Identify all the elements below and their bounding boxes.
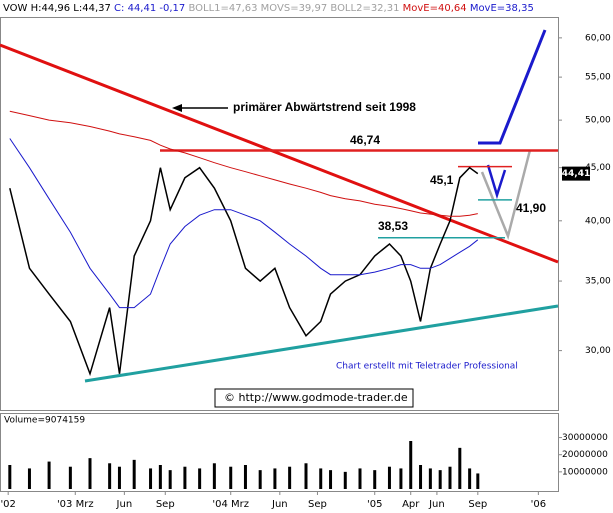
level-label: 46,74 — [350, 133, 380, 147]
header-part: BOLL1=47,63 MOVS=39,97 BOLL2=32,31 — [188, 3, 402, 14]
x-tick-label: Jun — [116, 499, 133, 510]
alt-projection — [480, 149, 532, 240]
volume-bar — [358, 468, 362, 489]
x-tick-label: Apr — [402, 499, 420, 510]
volume-bar — [27, 468, 31, 489]
volume-bar — [304, 463, 308, 489]
url: © http://www.godmode-trader.de — [224, 391, 408, 404]
y-tick-label: 30,00 — [585, 346, 611, 356]
volume-bar — [183, 466, 187, 489]
y-tick-label: 10000000 — [562, 467, 608, 477]
volume-bar — [399, 468, 403, 489]
x-tick-label: '04 Mrz — [212, 499, 249, 510]
x-tick-label: Jun — [428, 499, 445, 510]
volume-bar — [117, 466, 121, 489]
volume-bar — [47, 461, 51, 489]
volume-bar — [168, 470, 172, 489]
level-label: 41,90 — [516, 201, 546, 215]
volume-bar — [132, 459, 136, 489]
volume-bar — [149, 468, 153, 489]
header-part: VOW H:44,96 L:44,37 — [3, 3, 114, 14]
y-tick-label: 40,00 — [585, 216, 611, 226]
x-tick-label: Sep — [156, 499, 175, 510]
x-tick-label: Sep — [308, 499, 327, 510]
volume-bar — [158, 465, 162, 489]
last-price-label: 44,41 — [562, 169, 590, 179]
header-part: C: 44,41 -0,17 — [114, 3, 188, 14]
level-label: 45,1 — [430, 173, 454, 187]
volume-bar — [373, 470, 377, 489]
arrow-head — [172, 104, 182, 112]
downtrend-line — [0, 43, 559, 264]
projection-arrow — [478, 29, 547, 145]
volume-bar — [438, 470, 442, 489]
x-tick-label: Jun — [271, 499, 288, 510]
volume-bar — [288, 466, 292, 489]
y-tick-label: 20000000 — [562, 450, 608, 460]
volume-title: Volume=9074159 — [4, 416, 85, 426]
header-part: MovE=40,64 — [403, 3, 470, 14]
y-tick-label: 60,00 — [585, 33, 611, 43]
y-tick-label: 30000000 — [562, 433, 608, 443]
volume-bar — [343, 471, 347, 489]
volume-bar — [229, 466, 233, 489]
volume-bar — [458, 447, 462, 489]
header-part: MovE=38,35 — [470, 3, 534, 14]
url-box — [214, 388, 414, 408]
volume-bar — [108, 463, 112, 489]
x-tick-label: '02 — [0, 499, 15, 510]
projection-v — [486, 164, 507, 200]
price-line — [9, 138, 479, 309]
volume-panel — [0, 413, 559, 492]
volume-bar — [409, 441, 413, 489]
volume-bar — [448, 466, 452, 489]
y-tick-label: 55,00 — [585, 73, 611, 83]
volume-bar — [88, 458, 92, 489]
trend-annotation: primärer Abwärtstrend seit 1998 — [233, 100, 416, 114]
volume-bar — [468, 468, 472, 489]
volume-bar — [258, 470, 262, 489]
volume-bar — [419, 465, 423, 489]
header: VOW H:44,96 L:44,37 C: 44,41 -0,17 BOLL1… — [3, 3, 534, 14]
support-line — [84, 304, 559, 383]
volume-bar — [198, 468, 202, 489]
y-tick-label: 50,00 — [585, 116, 611, 126]
volume-bar — [476, 473, 480, 489]
price-panel — [0, 17, 559, 411]
y-tick-label: 35,00 — [585, 277, 611, 287]
volume-bar — [387, 466, 391, 489]
volume-bar — [68, 466, 72, 489]
volume-bar — [8, 465, 12, 489]
price-line — [9, 110, 478, 217]
x-tick-label: Sep — [468, 499, 487, 510]
credit: Chart erstellt mit Teletrader Profession… — [336, 362, 518, 372]
x-tick-label: '03 Mrz — [57, 499, 94, 510]
volume-bar — [243, 465, 247, 489]
volume-bar — [319, 468, 323, 489]
x-tick-label: '05 — [367, 499, 382, 510]
y-tick-label: 45,00 — [585, 163, 611, 173]
level-label: 38,53 — [378, 219, 408, 233]
price-line — [9, 166, 479, 377]
volume-bar — [273, 468, 277, 489]
volume-bar — [212, 463, 216, 489]
volume-bar — [329, 470, 333, 489]
last-price-box — [562, 166, 590, 181]
x-tick-label: '06 — [531, 499, 546, 510]
volume-bar — [428, 468, 432, 489]
